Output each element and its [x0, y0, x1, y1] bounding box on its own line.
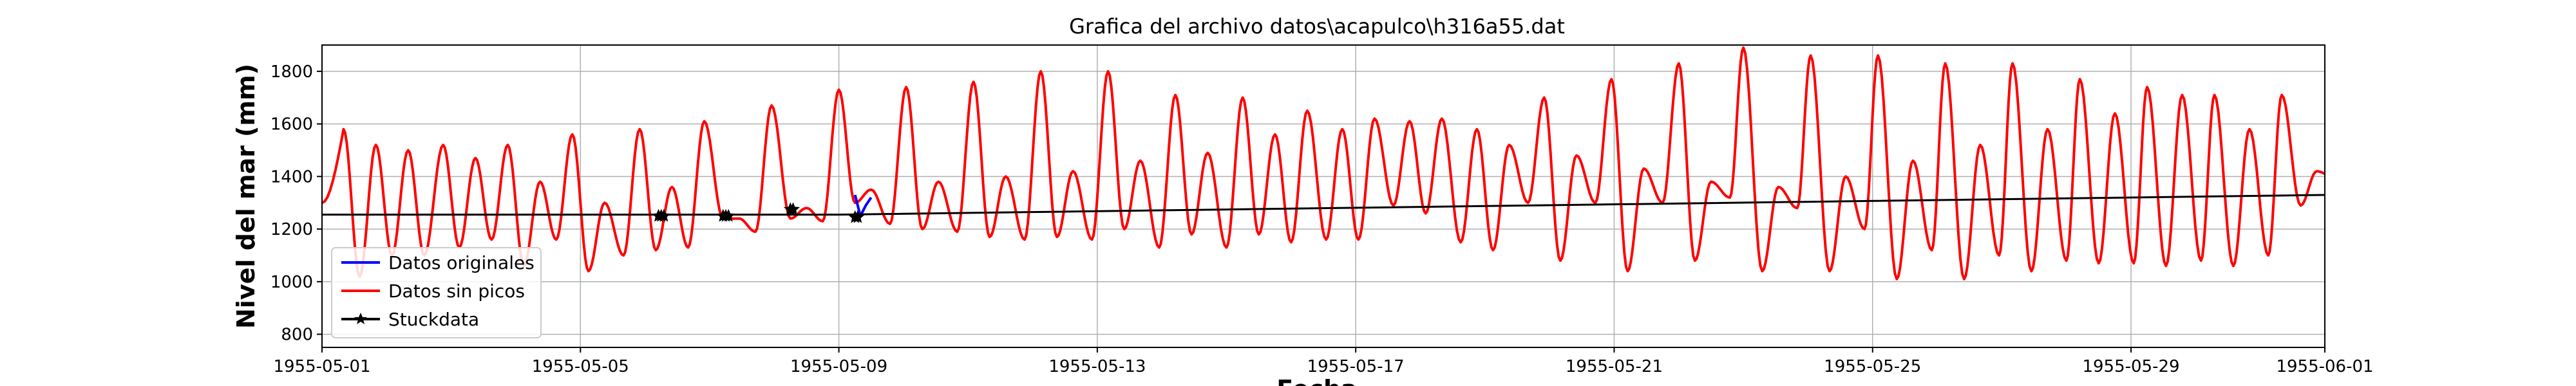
- y-tick-label: 800: [281, 326, 313, 345]
- x-axis-label: Fecha: [1276, 375, 1357, 386]
- series-line-stuck-trend: [322, 194, 2325, 216]
- x-tick-label: 1955-05-09: [790, 357, 887, 376]
- chart-title: Grafica del archivo datos\acapulco\h316a…: [1069, 14, 1565, 39]
- legend: Datos originales Datos sin picos Stuckda…: [331, 247, 542, 338]
- y-tick-label: 1400: [270, 167, 313, 187]
- series-line-original: [853, 194, 873, 220]
- plot-frame: [321, 44, 2325, 348]
- stuck-point: [721, 208, 735, 222]
- legend-label-original: Datos originales: [388, 252, 535, 273]
- legend-box: [331, 247, 542, 338]
- x-tick-label: 1955-05-25: [1824, 357, 1921, 376]
- stuck-point: [657, 208, 671, 222]
- y-tick-label: 1000: [270, 273, 313, 292]
- y-tick-label: 1600: [270, 115, 313, 134]
- legend-label-stuck: Stuckdata: [388, 309, 479, 330]
- x-tick-label: 1955-05-29: [2082, 357, 2179, 376]
- series-line-clean: [321, 46, 2325, 280]
- x-tick-label: 1955-05-13: [1048, 357, 1146, 376]
- x-tick-label: 1955-05-05: [532, 357, 629, 376]
- x-axis-ticks: 1955-05-01 1955-05-05 1955-05-09 1955-05-13…: [273, 347, 2374, 376]
- x-tick-label: 1955-06-01: [2276, 357, 2373, 376]
- y-tick-label: 1200: [270, 220, 313, 239]
- x-tick-label: 1955-05-17: [1307, 357, 1405, 376]
- stuck-point: [851, 210, 865, 223]
- legend-label-clean: Datos sin picos: [388, 280, 525, 302]
- y-axis-label: Nivel del mar (mm): [232, 64, 260, 329]
- series-layer: [321, 46, 2325, 280]
- stuck-point: [786, 202, 800, 216]
- y-tick-label: 1800: [270, 62, 313, 82]
- legend-star-icon: [354, 313, 367, 324]
- y-axis-ticks: 800 1000 1200 1400 1600 1800: [270, 62, 322, 345]
- x-tick-label: 1955-05-01: [273, 357, 370, 376]
- x-tick-label: 1955-05-21: [1566, 357, 1663, 376]
